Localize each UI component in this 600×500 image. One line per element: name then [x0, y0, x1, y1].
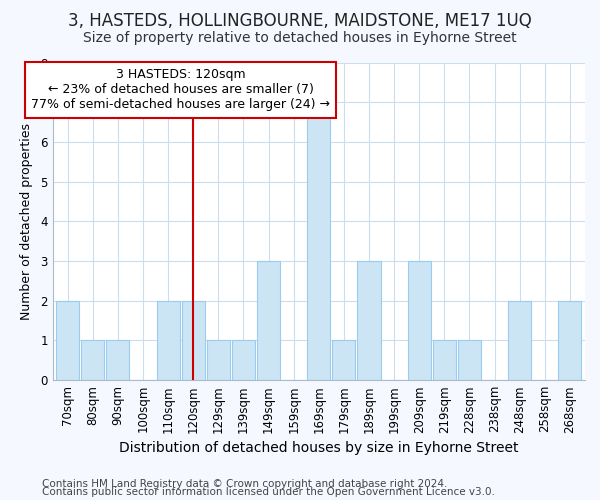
Text: Size of property relative to detached houses in Eyhorne Street: Size of property relative to detached ho… — [83, 31, 517, 45]
Bar — [458, 340, 481, 380]
Text: Contains public sector information licensed under the Open Government Licence v3: Contains public sector information licen… — [42, 487, 495, 497]
Text: 3 HASTEDS: 120sqm
← 23% of detached houses are smaller (7)
77% of semi-detached : 3 HASTEDS: 120sqm ← 23% of detached hous… — [31, 68, 330, 112]
Bar — [232, 340, 255, 380]
Text: 3, HASTEDS, HOLLINGBOURNE, MAIDSTONE, ME17 1UQ: 3, HASTEDS, HOLLINGBOURNE, MAIDSTONE, ME… — [68, 12, 532, 30]
Bar — [408, 261, 431, 380]
Bar — [358, 261, 380, 380]
Y-axis label: Number of detached properties: Number of detached properties — [20, 123, 34, 320]
Bar — [106, 340, 130, 380]
Bar — [307, 102, 331, 380]
Bar — [81, 340, 104, 380]
Bar — [182, 301, 205, 380]
Bar — [508, 301, 531, 380]
Bar — [433, 340, 456, 380]
Bar — [56, 301, 79, 380]
Bar — [257, 261, 280, 380]
X-axis label: Distribution of detached houses by size in Eyhorne Street: Distribution of detached houses by size … — [119, 441, 518, 455]
Bar — [332, 340, 355, 380]
Bar — [559, 301, 581, 380]
Bar — [157, 301, 180, 380]
Text: Contains HM Land Registry data © Crown copyright and database right 2024.: Contains HM Land Registry data © Crown c… — [42, 479, 448, 489]
Bar — [207, 340, 230, 380]
